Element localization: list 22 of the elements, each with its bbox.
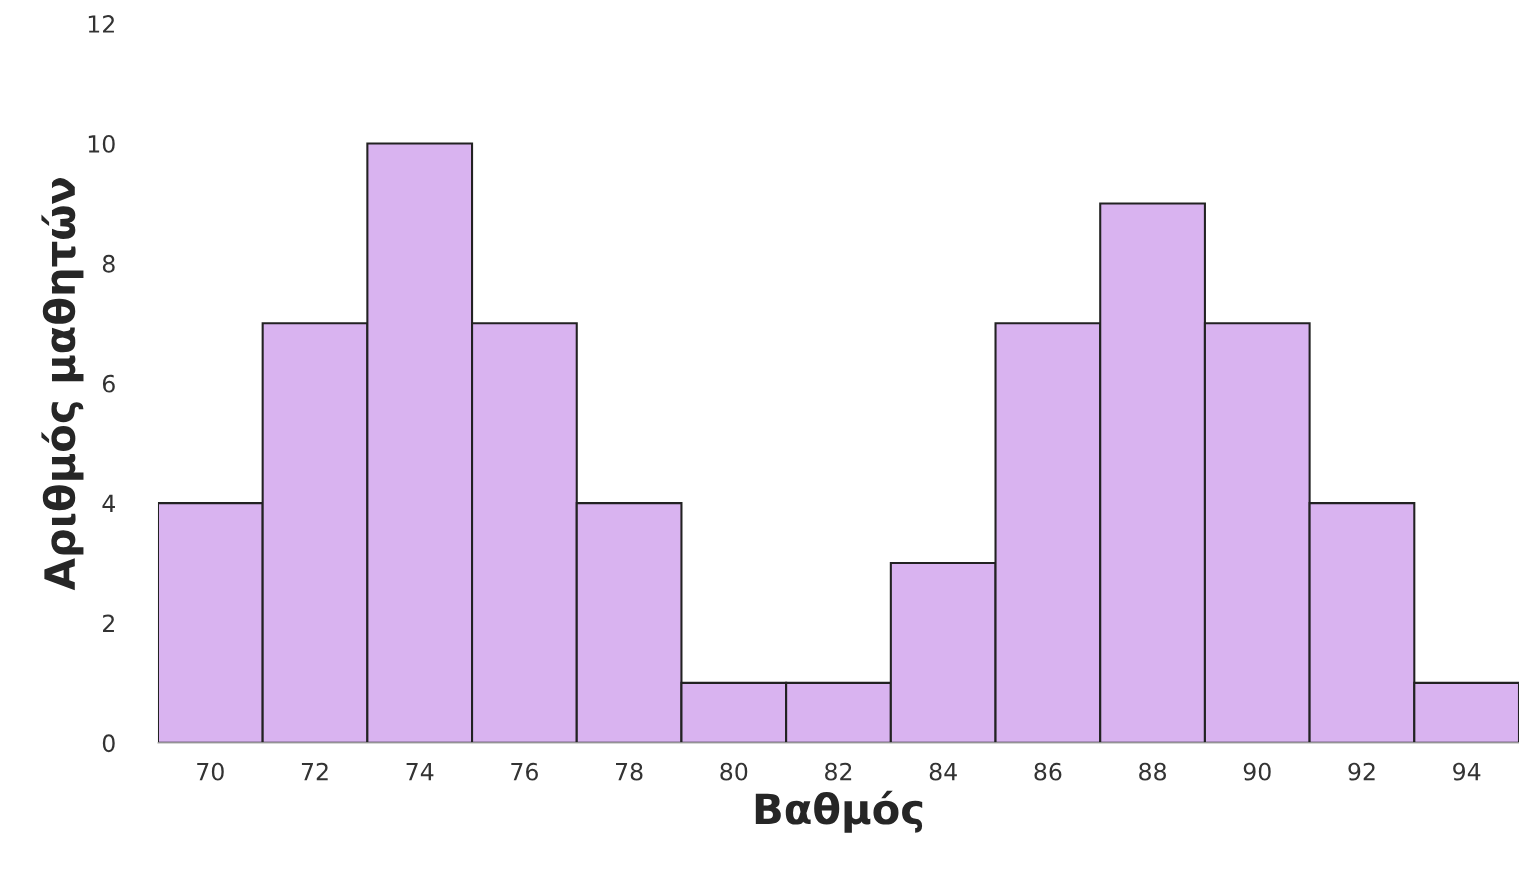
y-tick-label: 12	[88, 15, 114, 33]
x-tick-label: 72	[301, 762, 328, 781]
x-tick-label: 92	[1348, 762, 1375, 781]
x-tick-label: 70	[197, 762, 224, 781]
x-tick-label: 88	[1139, 762, 1166, 781]
y-tick-label: 0	[102, 734, 115, 753]
y-axis-title: Αριθμός μαθητών	[41, 178, 84, 591]
x-tick-label: 78	[616, 762, 643, 781]
y-tick-label: 8	[102, 254, 115, 273]
x-tick-label: 74	[406, 763, 434, 781]
x-tick-label: 94	[1453, 762, 1481, 781]
y-tick-label: 6	[102, 374, 115, 393]
x-tick-label: 90	[1243, 762, 1271, 781]
x-tick-label: 80	[720, 762, 748, 781]
x-tick-label: 82	[825, 762, 852, 781]
x-tick-label: 76	[511, 762, 538, 781]
x-tick-label: 86	[1034, 762, 1062, 781]
y-tick-label: 4	[102, 494, 115, 513]
y-tick-label: 2	[103, 614, 114, 632]
x-axis-title: Βαθμός	[755, 790, 923, 833]
x-tick-label: 84	[929, 762, 957, 781]
y-tick-label: 10	[88, 134, 115, 153]
